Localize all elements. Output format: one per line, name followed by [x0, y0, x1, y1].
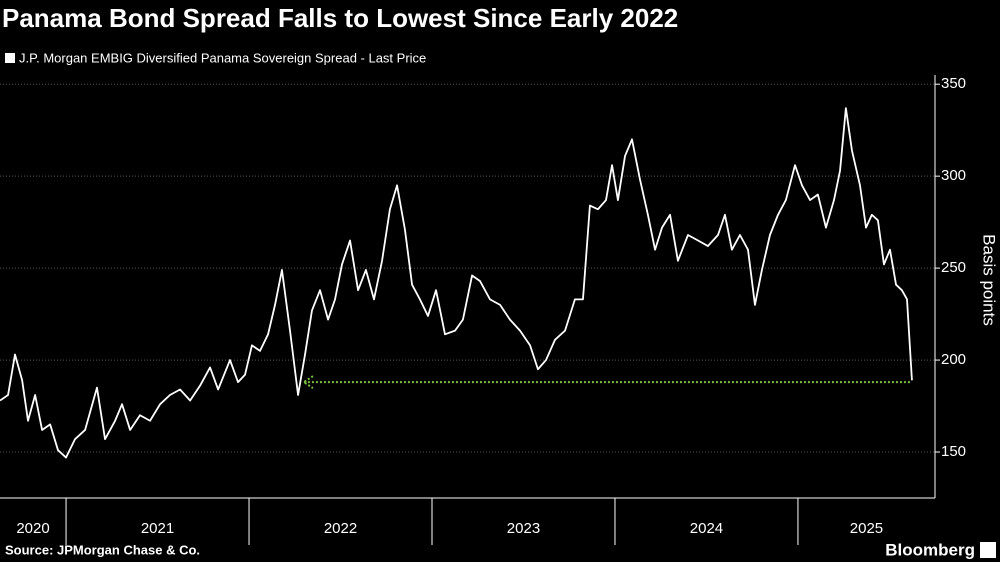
x-tick-label: 2022: [324, 520, 357, 537]
x-tick-label: 2025: [850, 520, 883, 537]
x-tick-label: 2024: [690, 520, 723, 537]
y-axis-label: Basis points: [980, 234, 999, 326]
line-series: [0, 107, 913, 459]
legend-label: J.P. Morgan EMBIG Diversified Panama Sov…: [19, 50, 426, 65]
y-tick-label: 350: [941, 75, 966, 92]
x-tick-label: 2021: [141, 520, 174, 537]
y-tick-label: 150: [941, 443, 966, 460]
x-tick-label: 2023: [507, 520, 540, 537]
y-tick-label: 250: [941, 259, 966, 276]
y-tick-label: 300: [941, 167, 966, 184]
x-tick-label: 2020: [16, 520, 49, 537]
chart-title: Panama Bond Spread Falls to Lowest Since…: [2, 3, 678, 33]
source: Source: JPMorgan Chase & Co.: [5, 542, 200, 557]
brand: Bloomberg: [885, 540, 975, 559]
y-tick-label: 200: [941, 351, 966, 368]
brand-icon: [980, 542, 996, 558]
legend-swatch: [5, 53, 15, 63]
